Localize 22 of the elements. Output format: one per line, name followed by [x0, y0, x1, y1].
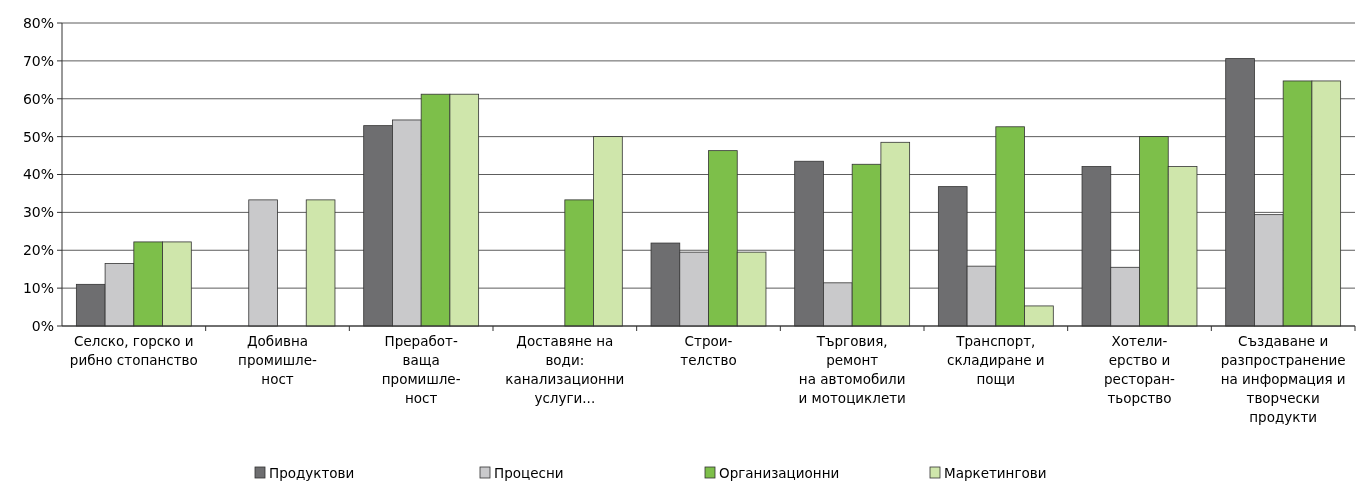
x-tick-label: Селско, горско и рибно стопанство — [69, 333, 198, 368]
x-tick-label: Хотели- ерство и ресторан- тьорство — [1104, 333, 1176, 406]
legend-label: Продуктови — [269, 465, 355, 481]
y-tick-label: 80% — [22, 14, 54, 31]
x-tick-label: Добивна промишле- ност — [238, 333, 318, 387]
y-tick-label: 20% — [22, 242, 54, 259]
x-tick-label: Транспорт, складиране и пощи — [947, 333, 1045, 387]
y-tick-label: 50% — [22, 128, 54, 145]
y-tick-label: 60% — [22, 90, 54, 107]
y-tick-label: 10% — [22, 280, 54, 297]
x-tick-label: Търговия, ремонт на автомобили и мотоциклети — [798, 333, 906, 406]
x-tick-label: Строи- телство — [680, 333, 737, 368]
y-tick-label: 70% — [22, 52, 54, 69]
legend-label: Процесни — [494, 465, 564, 481]
x-tick-label: Доставяне на води: канализационни услуги... — [505, 333, 625, 406]
legend-label: Маркетингови — [944, 465, 1047, 481]
y-tick-label: 30% — [22, 204, 54, 221]
x-tick-label: Създаване и разпространение на информация и творчески продукти — [1220, 333, 1346, 425]
x-tick-label: Преработ- ваща промишле- ност — [381, 333, 461, 406]
y-tick-label: 0% — [31, 317, 54, 334]
legend-label: Организационни — [719, 465, 840, 481]
y-tick-label: 40% — [22, 166, 54, 183]
